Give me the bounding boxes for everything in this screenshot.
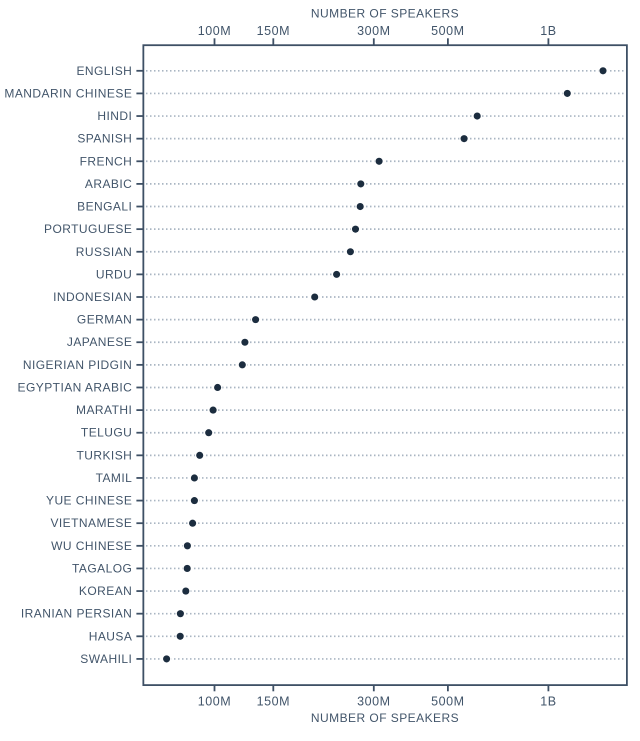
svg-text:TELUGU: TELUGU [81, 426, 132, 440]
svg-text:YUE CHINESE: YUE CHINESE [46, 494, 132, 508]
svg-text:BENGALI: BENGALI [77, 200, 132, 214]
svg-text:HINDI: HINDI [97, 109, 132, 123]
svg-text:IRANIAN PERSIAN: IRANIAN PERSIAN [21, 607, 132, 621]
svg-text:RUSSIAN: RUSSIAN [76, 245, 133, 259]
svg-text:TURKISH: TURKISH [76, 448, 132, 462]
svg-text:500M: 500M [431, 24, 464, 38]
svg-text:150M: 150M [257, 695, 290, 709]
svg-text:PORTUGUESE: PORTUGUESE [44, 222, 132, 236]
svg-text:HAUSA: HAUSA [89, 629, 133, 643]
svg-text:500M: 500M [431, 695, 464, 709]
svg-text:NUMBER OF SPEAKERS: NUMBER OF SPEAKERS [311, 711, 459, 725]
svg-text:TAGALOG: TAGALOG [72, 561, 132, 575]
svg-text:MANDARIN CHINESE: MANDARIN CHINESE [4, 86, 132, 100]
svg-text:100M: 100M [198, 24, 231, 38]
svg-text:GERMAN: GERMAN [77, 313, 132, 327]
svg-text:JAPANESE: JAPANESE [67, 335, 132, 349]
svg-text:300M: 300M [357, 695, 390, 709]
svg-text:ARABIC: ARABIC [85, 177, 132, 191]
svg-text:TAMIL: TAMIL [96, 471, 133, 485]
svg-text:EGYPTIAN ARABIC: EGYPTIAN ARABIC [18, 380, 133, 394]
svg-text:KOREAN: KOREAN [79, 584, 132, 598]
svg-text:1B: 1B [540, 24, 556, 38]
svg-text:SPANISH: SPANISH [77, 132, 132, 146]
svg-text:INDONESIAN: INDONESIAN [53, 290, 132, 304]
svg-text:1B: 1B [540, 695, 556, 709]
svg-text:FRENCH: FRENCH [80, 154, 133, 168]
svg-text:VIETNAMESE: VIETNAMESE [50, 516, 132, 530]
svg-text:NUMBER OF SPEAKERS: NUMBER OF SPEAKERS [311, 7, 459, 21]
svg-text:SWAHILI: SWAHILI [80, 652, 132, 666]
svg-text:100M: 100M [198, 695, 231, 709]
svg-text:300M: 300M [357, 24, 390, 38]
svg-text:ENGLISH: ENGLISH [76, 64, 132, 78]
svg-text:MARATHI: MARATHI [76, 403, 132, 417]
svg-text:WU CHINESE: WU CHINESE [51, 539, 132, 553]
svg-text:URDU: URDU [96, 267, 132, 281]
svg-text:150M: 150M [257, 24, 290, 38]
svg-text:NIGERIAN PIDGIN: NIGERIAN PIDGIN [23, 358, 132, 372]
